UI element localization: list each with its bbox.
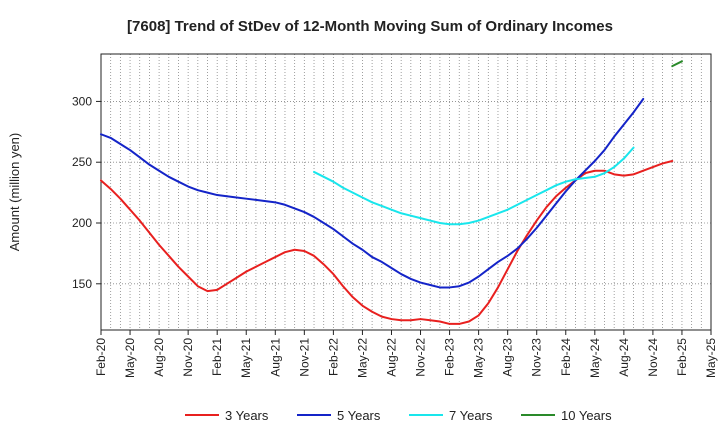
x-axis: Feb-20 May-20 Aug-20 Nov-20 Feb-21 May-21 Aug-… [94,330,718,378]
x-tick-label: May-25 [704,338,718,378]
plot-area [100,53,712,331]
x-tick-label: May-22 [355,338,369,378]
y-tick-label: 200 [72,216,92,230]
x-tick-label: Nov-24 [646,338,660,377]
x-tick-label: Feb-25 [675,338,689,376]
x-tick-label: Feb-20 [94,338,108,376]
x-tick-label: Feb-21 [210,338,224,376]
x-tick-label: May-24 [588,338,602,378]
y-axis: 150 200 250 300 [72,94,101,291]
x-tick-label: Feb-23 [443,338,457,376]
y-tick-label: 250 [72,155,92,169]
legend-label-10-years: 10 Years [561,408,612,423]
y-tick-label: 300 [72,94,92,108]
x-tick-label: Nov-23 [530,338,544,377]
x-tick-label: Aug-23 [501,338,515,377]
x-tick-label: Nov-20 [181,338,195,377]
y-tick-label: 150 [72,277,92,291]
legend: 3 Years 5 Years 7 Years 10 Years [185,408,612,423]
x-tick-label: May-21 [239,338,253,378]
x-tick-label: Aug-21 [268,338,282,377]
x-tick-label: Aug-22 [384,338,398,377]
x-tick-label: May-23 [472,338,486,378]
legend-label-3-years: 3 Years [225,408,269,423]
x-tick-label: Nov-22 [414,338,428,377]
grid [101,54,711,330]
chart-title: [7608] Trend of StDev of 12-Month Moving… [127,18,613,35]
legend-label-7-years: 7 Years [449,408,493,423]
x-tick-label: Nov-21 [297,338,311,377]
x-tick-label: May-20 [123,338,137,378]
legend-label-5-years: 5 Years [337,408,381,423]
y-axis-label: Amount (million yen) [7,133,22,252]
series-line-10-years [671,60,683,68]
x-tick-label: Aug-20 [152,338,166,377]
series-line-5-years [100,97,645,289]
series-layer [100,60,683,325]
series-line-7-years [313,146,635,226]
x-tick-label: Feb-22 [326,338,340,376]
x-tick-label: Aug-24 [617,338,631,377]
x-tick-label: Feb-24 [559,338,573,376]
